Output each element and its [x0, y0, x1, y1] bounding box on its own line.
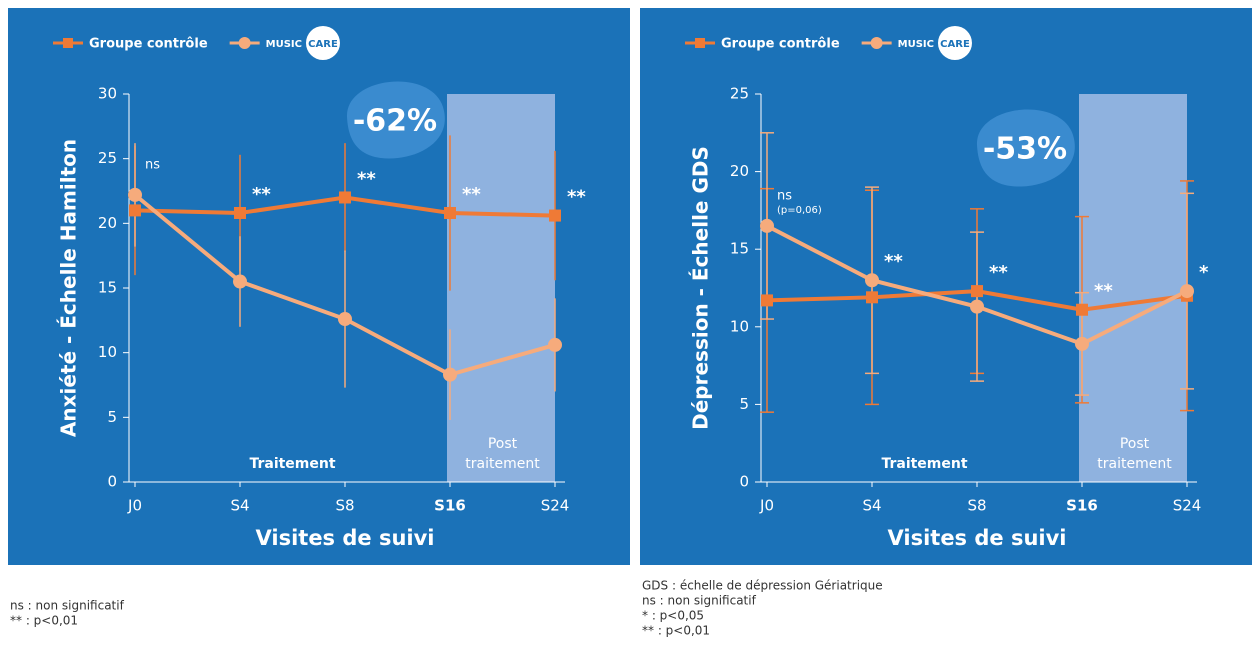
highlight-blob — [976, 109, 1075, 187]
point — [128, 187, 142, 202]
band-label: traitement — [465, 456, 540, 472]
y-tick-label: 10 — [730, 317, 749, 335]
y-tick-label: 15 — [98, 279, 117, 297]
point — [234, 206, 246, 219]
footnote: GDS : échelle de dépression Gériatrique — [642, 579, 883, 593]
x-tick-label: S4 — [862, 497, 881, 515]
legend-label: Groupe contrôle — [89, 37, 208, 52]
post-treatment-band — [1079, 94, 1187, 482]
legend-marker — [870, 37, 883, 49]
point — [233, 274, 247, 289]
footnote: ** : p<0,01 — [642, 624, 710, 638]
treatment-label: Traitement — [249, 456, 335, 472]
significance-label: ** — [357, 168, 376, 189]
y-tick-label: 25 — [730, 85, 749, 103]
y-tick-label: 0 — [739, 473, 749, 491]
band-label: traitement — [1097, 456, 1172, 472]
point — [549, 209, 561, 222]
point — [548, 337, 562, 352]
significance-label: * — [1199, 262, 1209, 283]
y-tick-label: 15 — [730, 240, 749, 258]
x-tick-label: S16 — [1066, 497, 1098, 515]
y-axis-label: Dépression - Échelle GDS — [689, 146, 713, 430]
x-tick-label: S16 — [434, 497, 466, 515]
x-tick-label: J0 — [127, 497, 142, 515]
footnote: ns : non significatif — [10, 599, 125, 613]
x-tick-label: S8 — [967, 497, 986, 515]
y-axis-label: Anxiété - Échelle Hamilton — [57, 139, 81, 437]
post-treatment-band — [447, 94, 555, 482]
legend-badge-label: CARE — [308, 39, 338, 50]
highlight-text: -53% — [983, 132, 1067, 167]
y-tick-label: 5 — [739, 395, 749, 413]
x-tick-label: S24 — [541, 497, 570, 515]
y-tick-label: 20 — [98, 214, 117, 232]
legend-badge — [937, 26, 972, 60]
footnote: * : p<0,05 — [642, 609, 704, 623]
y-tick-label: 5 — [107, 408, 117, 426]
point — [338, 312, 352, 327]
point — [1075, 336, 1089, 351]
significance-label: ** — [989, 262, 1008, 283]
band-label: Post — [1120, 436, 1150, 452]
footnote: ns : non significatif — [642, 594, 757, 608]
legend-label: MUSIC — [898, 39, 934, 50]
legend-marker — [695, 38, 705, 48]
x-tick-label: S4 — [230, 497, 249, 515]
legend-badge-label: CARE — [940, 39, 970, 50]
point — [866, 291, 878, 304]
x-tick-label: J0 — [759, 497, 774, 515]
point — [865, 273, 879, 288]
point — [1180, 284, 1194, 299]
significance-label: ns — [777, 188, 792, 203]
significance-label: ** — [567, 187, 586, 208]
y-tick-label: 10 — [98, 343, 117, 361]
highlight-blob — [346, 81, 445, 159]
highlight-text: -62% — [353, 104, 437, 139]
footnote: ** : p<0,01 — [10, 614, 78, 628]
point — [443, 367, 457, 382]
y-tick-label: 20 — [730, 162, 749, 180]
significance-label: ns — [145, 157, 160, 172]
significance-label: ** — [1094, 281, 1113, 302]
significance-detail: (p=0,06) — [777, 205, 822, 216]
point — [760, 218, 774, 233]
legend-marker — [238, 37, 251, 49]
treatment-label: Traitement — [881, 456, 967, 472]
x-axis-label: Visites de suivi — [888, 526, 1067, 550]
significance-label: ** — [252, 184, 271, 205]
point — [971, 285, 983, 298]
point — [444, 206, 456, 219]
x-axis-label: Visites de suivi — [256, 526, 435, 550]
legend-label: Groupe contrôle — [721, 37, 840, 52]
legend-label: MUSIC — [266, 39, 302, 50]
significance-label: ** — [462, 184, 481, 205]
x-tick-label: S8 — [335, 497, 354, 515]
point — [339, 191, 351, 204]
point — [970, 299, 984, 314]
y-tick-label: 25 — [98, 149, 117, 167]
point — [761, 294, 773, 307]
point — [1076, 303, 1088, 316]
point — [129, 204, 141, 217]
legend-badge — [305, 26, 340, 60]
legend-marker — [63, 38, 73, 48]
y-tick-label: 0 — [107, 473, 117, 491]
band-label: Post — [488, 436, 518, 452]
y-tick-label: 30 — [98, 85, 117, 103]
significance-label: ** — [884, 251, 903, 272]
x-tick-label: S24 — [1173, 497, 1202, 515]
